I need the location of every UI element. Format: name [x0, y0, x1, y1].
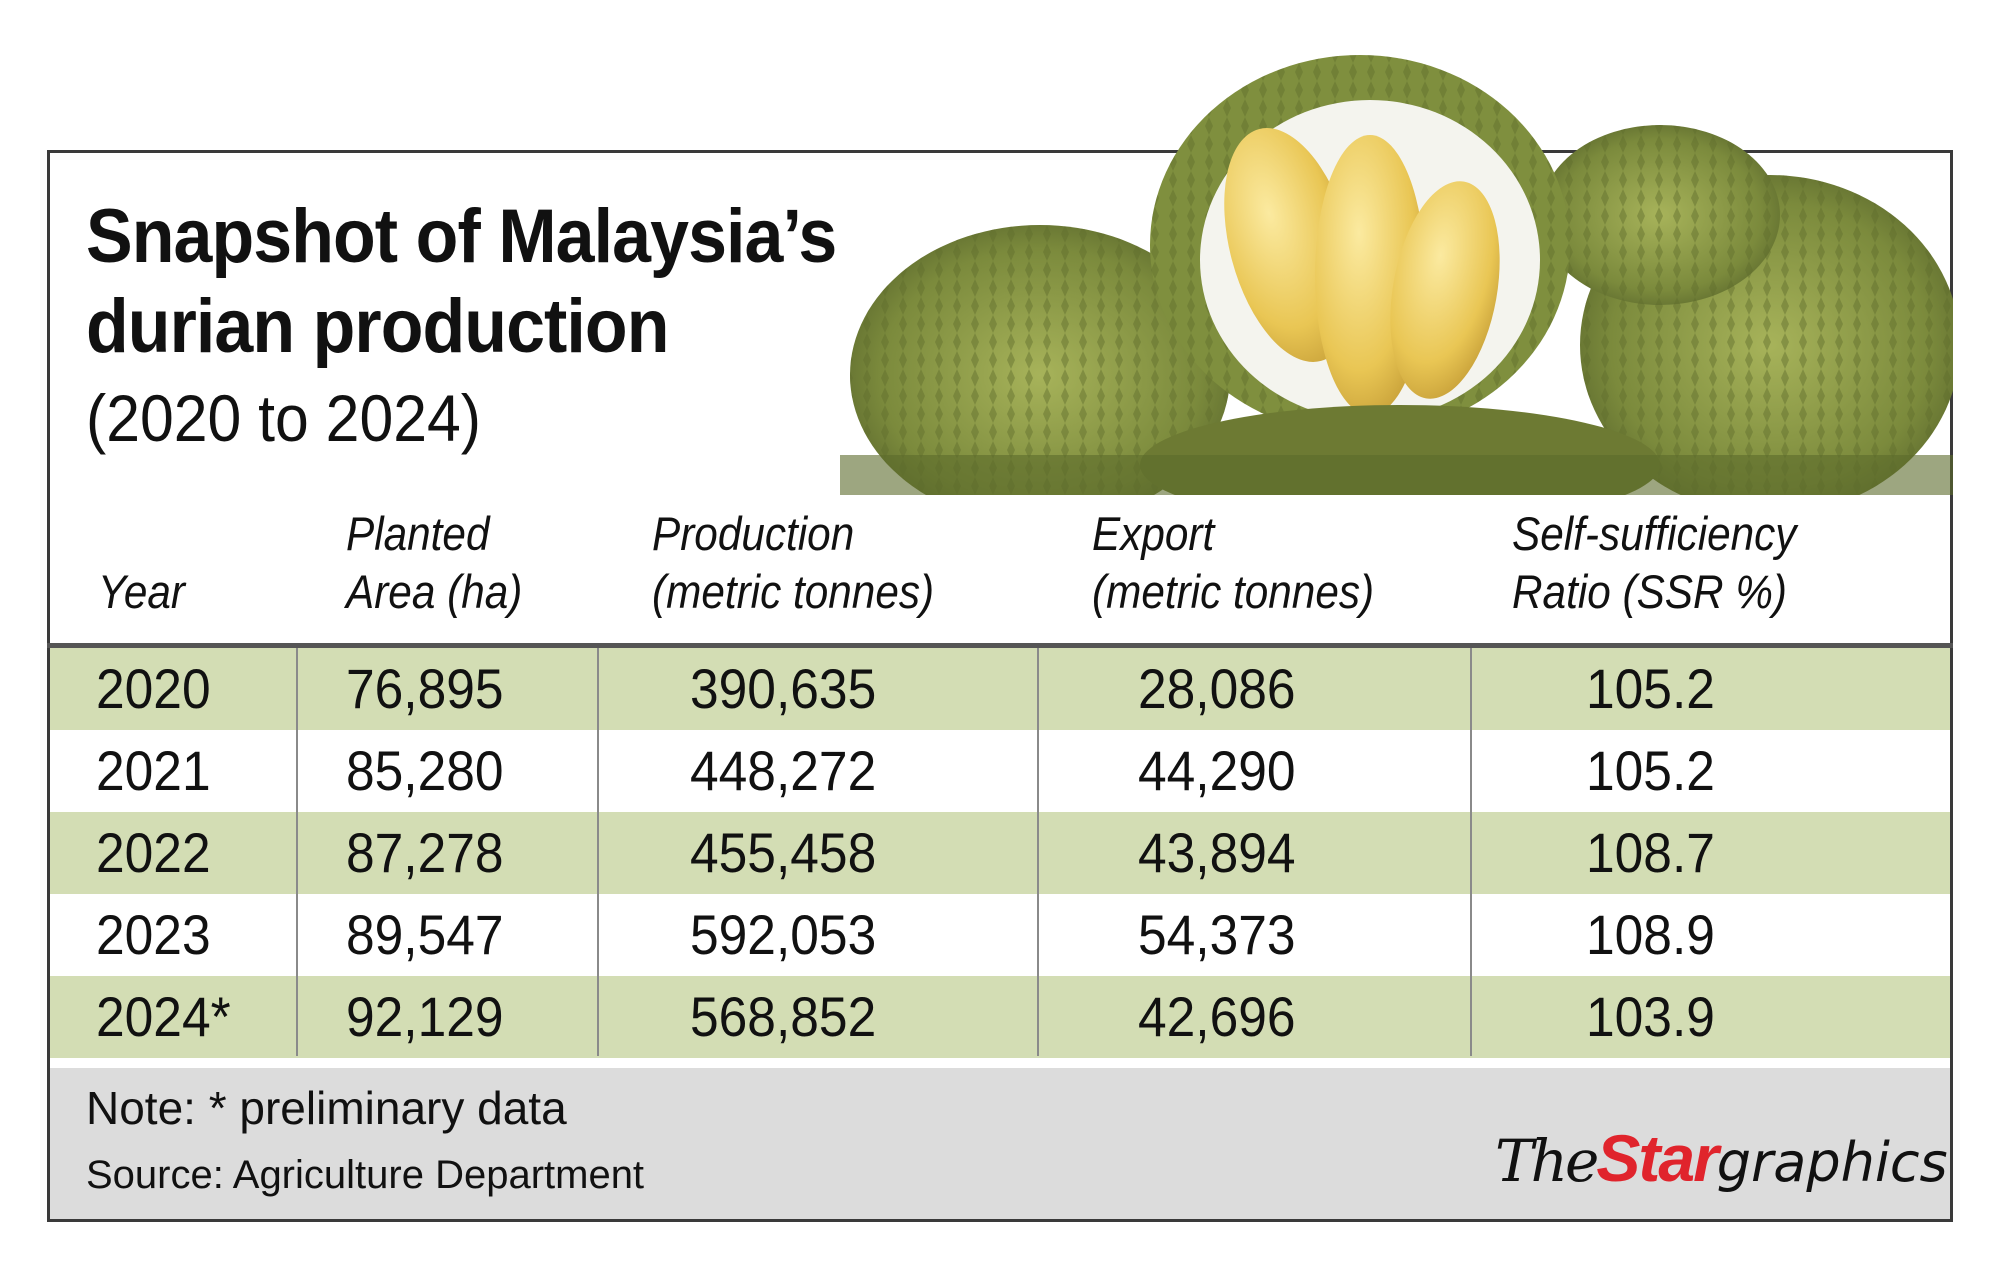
cell-ssr: 108.9 [1586, 903, 1715, 966]
header-line1: Export [1092, 507, 1215, 560]
logo-the: The [1495, 1127, 1599, 1195]
header-line2: (metric tonnes) [652, 565, 935, 618]
table-row: 2023 89,547 592,053 54,373 108.9 [50, 894, 1950, 976]
page-subtitle: (2020 to 2024) [86, 381, 481, 455]
header-line2: Area (ha) [346, 565, 523, 618]
column-divider [597, 648, 599, 1056]
header-line1: Planted [346, 507, 490, 560]
durian-photo [840, 55, 1953, 495]
column-divider [1470, 648, 1472, 1056]
cell-year: 2022 [96, 821, 211, 884]
cell-area: 76,895 [346, 657, 504, 720]
title-line-1: Snapshot of Malaysia’s [86, 194, 837, 279]
cell-export: 28,086 [1138, 657, 1296, 720]
cell-production: 592,053 [690, 903, 877, 966]
cell-area: 89,547 [346, 903, 504, 966]
table-row: 2020 76,895 390,635 28,086 105.2 [50, 648, 1950, 730]
header-line1: Production [652, 507, 855, 560]
header-line2: Year [98, 565, 186, 618]
column-header-production: Production (metric tonnes) [652, 505, 934, 621]
cell-ssr: 108.7 [1586, 821, 1715, 884]
cell-export: 44,290 [1138, 739, 1296, 802]
cell-year: 2021 [96, 739, 211, 802]
header-divider [47, 643, 1953, 648]
cell-ssr: 105.2 [1586, 657, 1715, 720]
cell-export: 43,894 [1138, 821, 1296, 884]
column-divider [1037, 648, 1039, 1056]
cell-area: 87,278 [346, 821, 504, 884]
table-row: 2022 87,278 455,458 43,894 108.7 [50, 812, 1950, 894]
cell-production: 568,852 [690, 985, 877, 1048]
cell-area: 85,280 [346, 739, 504, 802]
cell-year: 2023 [96, 903, 211, 966]
cell-ssr: 105.2 [1586, 739, 1715, 802]
page-title: Snapshot of Malaysia’s durian production [86, 192, 837, 372]
cell-area: 92,129 [346, 985, 504, 1048]
table-row: 2024* 92,129 568,852 42,696 103.9 [50, 976, 1950, 1058]
header-line1: Self-sufficiency [1512, 507, 1797, 560]
cell-export: 54,373 [1138, 903, 1296, 966]
header-line2: Ratio (SSR %) [1512, 565, 1788, 618]
column-divider [296, 648, 298, 1056]
cell-production: 448,272 [690, 739, 877, 802]
column-header-ssr: Self-sufficiency Ratio (SSR %) [1512, 505, 1796, 621]
title-line-2: durian production [86, 284, 669, 369]
column-header-export: Export (metric tonnes) [1092, 505, 1374, 621]
logo-star: Star [1596, 1121, 1718, 1195]
the-star-graphics-logo: TheStargraphics [1495, 1120, 1948, 1200]
cell-year: 2020 [96, 657, 211, 720]
cell-export: 42,696 [1138, 985, 1296, 1048]
header-line2: (metric tonnes) [1092, 565, 1375, 618]
cell-year: 2024* [96, 985, 231, 1048]
cell-production: 455,458 [690, 821, 877, 884]
cell-production: 390,635 [690, 657, 877, 720]
source-credit: Source: Agriculture Department [86, 1153, 645, 1197]
cell-ssr: 103.9 [1586, 985, 1715, 1048]
logo-graphics: graphics [1716, 1131, 1948, 1194]
footer-panel [50, 1068, 1950, 1219]
table-row: 2021 85,280 448,272 44,290 105.2 [50, 730, 1950, 812]
column-header-year: Year [98, 505, 185, 621]
footnote: Note: * preliminary data [86, 1082, 567, 1134]
column-header-planted-area: Planted Area (ha) [346, 505, 522, 621]
header-line1 [98, 505, 185, 563]
